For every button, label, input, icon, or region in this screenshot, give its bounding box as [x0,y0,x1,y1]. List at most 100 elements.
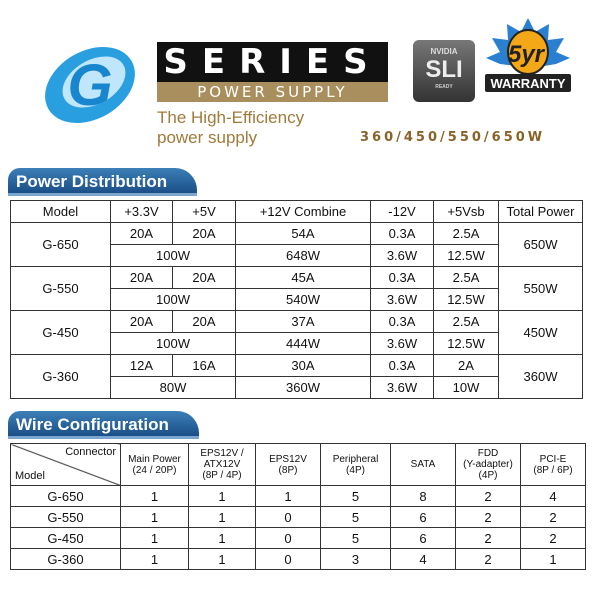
column-header-line: Peripheral [332,453,379,465]
table-cell: 8 [390,485,456,507]
power-supply-text: POWER SUPPLY [157,82,388,102]
model-cell: G-550 [10,266,111,311]
column-header: EPS12V (8P) [255,443,321,486]
table-cell: 100W [110,288,236,311]
table-cell: 16A [172,354,236,377]
table-header-row: Connector Model Main Power (24 / 20P) EPS12… [10,443,586,486]
table-header-row: Model +3.3V +5V +12V Combine -12V +5Vsb … [10,200,583,223]
table-cell: 5 [320,506,391,528]
table-cell: 2A [433,354,499,377]
table-cell: 1 [188,527,256,549]
wattage-range: 360/450/550/650W [360,130,546,145]
table-cell: 20A [172,222,236,245]
table-cell: 20A [110,266,173,289]
table-cell: 0.3A [370,222,434,245]
column-header-line: (8P) [278,464,298,476]
power-distribution-table: Model +3.3V +5V +12V Combine -12V +5Vsb … [10,200,583,399]
table-cell: 3.6W [370,244,434,267]
column-header-line: (4P) [478,470,498,481]
table-cell: 2 [455,548,521,570]
table-cell: 540W [235,288,371,311]
warranty-badge: 5yr WARRANTY [485,18,571,92]
table-cell: 6 [390,506,456,528]
table-cell: 0 [255,527,321,549]
total-power-cell: 360W [498,354,583,399]
table-cell: 1 [188,548,256,570]
column-header-line: EPS12V [269,453,307,465]
table-cell: 3.6W [370,332,434,355]
table-row: G-450 1 1 0 5 6 2 2 [10,527,586,549]
column-header-line: EPS12V / [200,448,244,459]
table-cell: 12.5W [433,244,499,267]
table-cell: 54A [235,222,371,245]
table-row: G-550 20A 20A 45A 0.3A 2.5A 550W [10,266,583,311]
table-cell: 444W [235,332,371,355]
table-cell: 2.5A [433,266,499,289]
model-cell: G-650 [10,222,111,267]
table-row: 100W 444W 3.6W 12.5W [11,332,583,355]
table-cell: 1 [120,548,189,570]
table-cell: G-550 [10,506,121,528]
column-header-line: (Y-adapter) [463,459,513,470]
table-cell: 12.5W [433,332,499,355]
table-cell: 0 [255,506,321,528]
column-header: PCI-E (8P / 6P) [520,443,586,486]
table-cell: 1 [520,548,586,570]
svg-text:G: G [67,53,112,118]
table-cell: 1 [188,485,256,507]
model-cell: G-360 [10,354,111,399]
table-cell: 648W [235,244,371,267]
table-cell: 2 [455,527,521,549]
column-header-line: (8P / 4P) [202,470,242,481]
table-cell: 0.3A [370,266,434,289]
table-cell: 6 [390,527,456,549]
column-header-line: FDD [477,448,499,459]
table-cell: 3.6W [370,288,434,311]
table-cell: 4 [520,485,586,507]
table-cell: G-360 [10,548,121,570]
column-header: SATA [390,443,456,486]
table-row: 100W 648W 3.6W 12.5W [11,244,583,267]
tagline: The High-Efficiency power supply [157,108,305,147]
table-cell: 20A [172,310,236,333]
table-cell: 1 [120,506,189,528]
table-cell: 2 [455,506,521,528]
wire-configuration-table: Connector Model Main Power (24 / 20P) EPS12… [10,443,586,570]
svg-text:WARRANTY: WARRANTY [490,76,565,91]
table-cell: 3.6W [370,376,434,399]
table-cell: 30A [235,354,371,377]
table-row: G-360 12A 16A 30A 0.3A 2A 360W [10,354,583,399]
svg-text:5yr: 5yr [508,41,546,68]
table-row: G-450 20A 20A 37A 0.3A 2.5A 450W [10,310,583,355]
series-text: SERIES [157,42,388,82]
table-cell: 2 [520,506,586,528]
total-power-cell: 650W [498,222,583,267]
table-row: G-550 1 1 0 5 6 2 2 [10,506,586,528]
column-header-line: (4P) [346,464,365,476]
table-cell: 1 [120,485,189,507]
column-header-line: SATA [410,459,436,470]
table-cell: 80W [110,376,236,399]
column-header-line: Main Power [128,453,181,465]
table-cell: 2 [455,485,521,507]
table-row: G-360 1 1 0 3 4 2 1 [10,548,586,570]
model-cell: G-450 [10,310,111,355]
table-cell: 45A [235,266,371,289]
column-header: Peripheral (4P) [320,443,391,486]
table-cell: 5 [320,485,391,507]
column-header-line: (8P / 6P) [533,464,573,476]
table-cell: 1 [255,485,321,507]
power-distribution-title: Power Distribution [8,168,198,196]
table-cell: 1 [120,527,189,549]
table-cell: 12A [110,354,173,377]
table-cell: 2.5A [433,222,499,245]
table-cell: 3 [320,548,391,570]
table-cell: 0.3A [370,354,434,377]
wire-configuration-title: Wire Configuration [8,411,199,439]
table-cell: 37A [235,310,371,333]
table-cell: 20A [110,310,173,333]
table-cell: 5 [320,527,391,549]
nvidia-sli-badge: NVIDIA SLI READY [413,40,475,102]
table-cell: 2 [520,527,586,549]
column-header-line: PCI-E [539,453,567,465]
